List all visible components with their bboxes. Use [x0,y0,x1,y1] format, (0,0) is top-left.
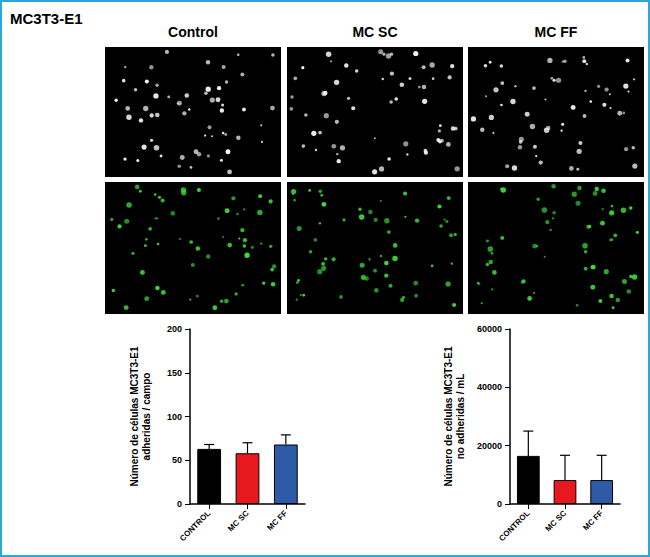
svg-text:no adheridas / mL: no adheridas / mL [455,374,466,460]
svg-text:MC FF: MC FF [581,509,605,533]
svg-text:Número de células MC3T3-E1: Número de células MC3T3-E1 [129,346,140,486]
svg-text:adheridas / campo: adheridas / campo [141,373,152,461]
svg-text:MC SC: MC SC [226,509,251,534]
html-text:MC FF: MC FF [534,24,578,40]
html-text:MC SC: MC SC [352,24,398,40]
svg-text:0: 0 [177,499,182,509]
svg-text:50: 50 [172,455,182,465]
svg-text:40000: 40000 [477,382,502,392]
svg-text:100: 100 [167,412,182,422]
html-text:Control: Control [168,24,218,40]
svg-text:CONTROL: CONTROL [497,509,531,543]
svg-text:CONTROL: CONTROL [178,509,212,543]
svg-text:150: 150 [167,368,182,378]
svg-text:200: 200 [167,324,182,334]
svg-text:Número de células MC3T3-E1: Número de células MC3T3-E1 [443,346,454,486]
svg-text:60000: 60000 [477,324,502,334]
svg-text:MC SC: MC SC [544,509,569,534]
html-text:MC3T3-E1: MC3T3-E1 [10,10,83,27]
svg-text:20000: 20000 [477,441,502,451]
svg-text:MC FF: MC FF [265,509,289,533]
svg-text:0: 0 [497,499,502,509]
